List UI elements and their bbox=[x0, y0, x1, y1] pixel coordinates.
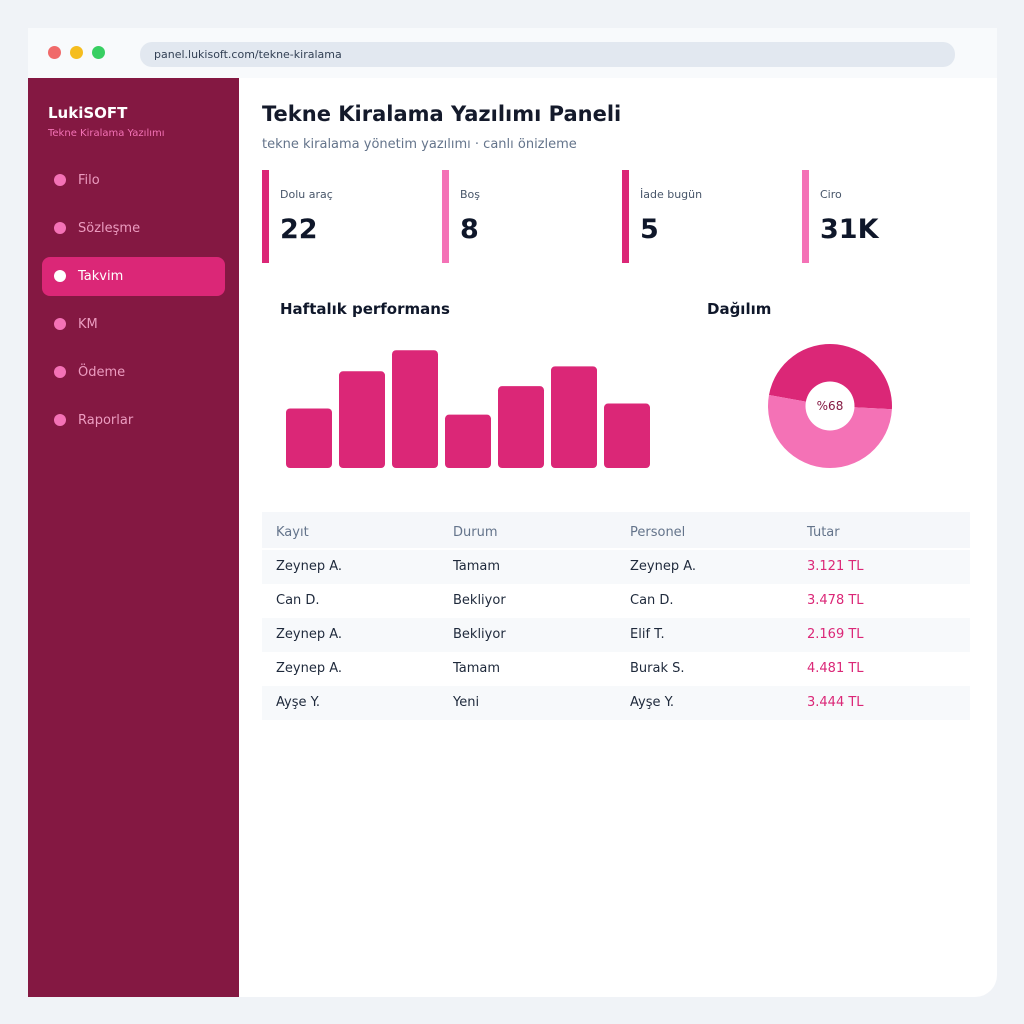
sidebar-item-filo[interactable]: Filo bbox=[42, 161, 225, 200]
bar-mark bbox=[286, 408, 332, 468]
donut-slice bbox=[768, 394, 892, 469]
bar-mark bbox=[339, 371, 385, 468]
bar-mark bbox=[551, 366, 597, 468]
cell-durum: Yeni bbox=[453, 695, 480, 710]
donut-center-label: %68 bbox=[817, 399, 844, 413]
sidebar-item-km[interactable]: KM bbox=[42, 305, 225, 344]
stat-label: İade bugün bbox=[640, 188, 703, 201]
nav-dot-icon bbox=[54, 222, 66, 234]
sidebar-item-odeme[interactable]: Ödeme bbox=[42, 353, 225, 392]
stat-value: 22 bbox=[280, 214, 318, 245]
stat-label: Ciro bbox=[820, 188, 842, 201]
stat-value: 8 bbox=[460, 214, 479, 245]
maximize-window-button[interactable] bbox=[92, 46, 105, 59]
weekly-performance-bar-chart bbox=[286, 350, 650, 468]
column-header-kayit[interactable]: Kayıt bbox=[276, 525, 309, 540]
donut-slice bbox=[768, 344, 892, 410]
bar-mark bbox=[392, 350, 438, 468]
stat-card-iade-bugun: İade bugün 5 bbox=[622, 170, 782, 263]
table-row[interactable]: Can D. Bekliyor Can D. 3.478 TL bbox=[262, 584, 970, 618]
stat-value: 5 bbox=[640, 214, 659, 245]
cell-kayit: Can D. bbox=[276, 593, 320, 608]
brand-subtitle: Tekne Kiralama Yazılımı bbox=[48, 128, 165, 139]
cell-tutar: 3.478 TL bbox=[807, 593, 864, 608]
cell-kayit: Ayşe Y. bbox=[276, 695, 321, 710]
performance-chart-title: Haftalık performans bbox=[280, 300, 450, 318]
sidebar-item-label: Takvim bbox=[78, 269, 124, 284]
minimize-window-button[interactable] bbox=[70, 46, 83, 59]
sidebar-item-label: KM bbox=[78, 317, 98, 332]
cell-personel: Can D. bbox=[630, 593, 674, 608]
browser-titlebar: panel.lukisoft.com/tekne-kiralama bbox=[28, 28, 997, 78]
sidebar-item-label: Filo bbox=[78, 173, 100, 188]
table-row[interactable]: Ayşe Y. Yeni Ayşe Y. 3.444 TL bbox=[262, 686, 970, 720]
cell-personel: Ayşe Y. bbox=[630, 695, 675, 710]
cell-durum: Bekliyor bbox=[453, 593, 506, 608]
address-bar[interactable]: panel.lukisoft.com/tekne-kiralama bbox=[140, 42, 955, 67]
page-title: Tekne Kiralama Yazılımı Paneli bbox=[262, 102, 622, 126]
close-window-button[interactable] bbox=[48, 46, 61, 59]
brand-name: LukiSOFT bbox=[48, 104, 128, 122]
stat-accent-bar bbox=[802, 170, 809, 263]
stat-accent-bar bbox=[262, 170, 269, 263]
cell-personel: Burak S. bbox=[630, 661, 685, 676]
nav-dot-icon bbox=[54, 414, 66, 426]
nav-dot-icon bbox=[54, 174, 66, 186]
column-header-durum[interactable]: Durum bbox=[453, 525, 498, 540]
cell-kayit: Zeynep A. bbox=[276, 661, 343, 676]
stat-accent-bar bbox=[442, 170, 449, 263]
donut-hole bbox=[805, 381, 855, 431]
column-header-personel[interactable]: Personel bbox=[630, 525, 686, 540]
nav-dot-icon bbox=[54, 318, 66, 330]
sidebar-item-takvim[interactable]: Takvim bbox=[42, 257, 225, 296]
table-row[interactable]: Zeynep A. Tamam Burak S. 4.481 TL bbox=[262, 652, 970, 686]
bar-mark bbox=[604, 403, 650, 468]
stat-accent-bar bbox=[622, 170, 629, 263]
stat-card-dolu-arac: Dolu araç 22 bbox=[262, 170, 422, 263]
sidebar-item-raporlar[interactable]: Raporlar bbox=[42, 401, 225, 440]
stat-label: Dolu araç bbox=[280, 188, 333, 201]
stat-value: 31K bbox=[820, 214, 879, 245]
cell-tutar: 2.169 TL bbox=[807, 627, 864, 642]
cell-durum: Tamam bbox=[453, 559, 501, 574]
cell-personel: Elif T. bbox=[630, 627, 665, 642]
cell-durum: Bekliyor bbox=[453, 627, 506, 642]
bar-mark bbox=[498, 386, 544, 468]
cell-personel: Zeynep A. bbox=[630, 559, 697, 574]
stat-label: Boş bbox=[460, 188, 481, 201]
cell-tutar: 3.444 TL bbox=[807, 695, 864, 710]
page-subtitle: tekne kiralama yönetim yazılımı · canlı … bbox=[262, 137, 577, 152]
cell-tutar: 4.481 TL bbox=[807, 661, 864, 676]
table-header-row: Kayıt Durum Personel Tutar bbox=[262, 512, 970, 548]
table-row[interactable]: Zeynep A. Tamam Zeynep A. 3.121 TL bbox=[262, 550, 970, 584]
table-row[interactable]: Zeynep A. Bekliyor Elif T. 2.169 TL bbox=[262, 618, 970, 652]
distribution-chart-title: Dağılım bbox=[707, 300, 772, 318]
cell-kayit: Zeynep A. bbox=[276, 627, 343, 642]
browser-window: panel.lukisoft.com/tekne-kiralama LukiSO… bbox=[28, 28, 997, 997]
sidebar-item-sozlesme[interactable]: Sözleşme bbox=[42, 209, 225, 248]
nav-dot-icon bbox=[54, 366, 66, 378]
column-header-tutar[interactable]: Tutar bbox=[807, 525, 840, 540]
sidebar-item-label: Raporlar bbox=[78, 413, 134, 428]
nav-dot-icon bbox=[54, 270, 66, 282]
sidebar-item-label: Sözleşme bbox=[78, 221, 141, 236]
distribution-donut-chart: %68 bbox=[768, 344, 892, 469]
sidebar: LukiSOFT Tekne Kiralama Yazılımı Filo Sö… bbox=[28, 78, 239, 997]
cell-kayit: Zeynep A. bbox=[276, 559, 343, 574]
bar-mark bbox=[445, 414, 491, 468]
cell-tutar: 3.121 TL bbox=[807, 559, 864, 574]
sidebar-item-label: Ödeme bbox=[78, 365, 126, 380]
cell-durum: Tamam bbox=[453, 661, 501, 676]
stat-card-bos: Boş 8 bbox=[442, 170, 602, 263]
stat-card-ciro: Ciro 31K bbox=[802, 170, 962, 263]
